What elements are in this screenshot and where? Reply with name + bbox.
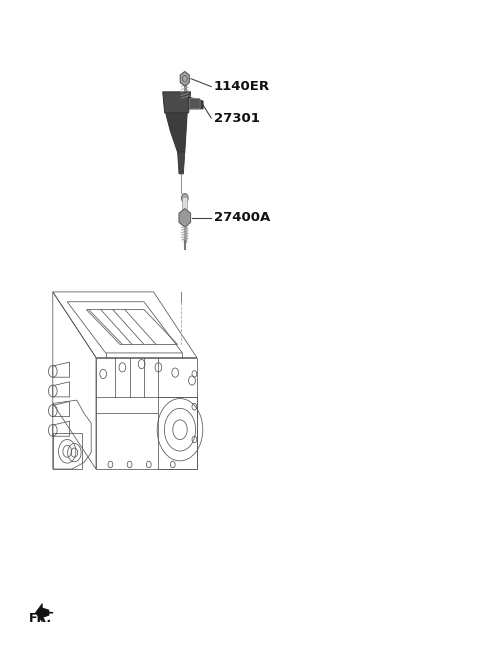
Bar [182,197,187,211]
Polygon shape [179,209,191,227]
Text: 27400A: 27400A [214,211,270,224]
Polygon shape [189,97,203,109]
Polygon shape [41,607,49,618]
Polygon shape [166,113,187,152]
Polygon shape [36,604,42,622]
Polygon shape [163,92,191,113]
FancyBboxPatch shape [190,98,200,109]
Text: FR.: FR. [29,611,52,625]
Circle shape [181,194,188,203]
Polygon shape [178,152,185,174]
Text: 27301: 27301 [214,112,260,125]
Polygon shape [180,72,190,86]
Text: 1140ER: 1140ER [214,80,270,93]
